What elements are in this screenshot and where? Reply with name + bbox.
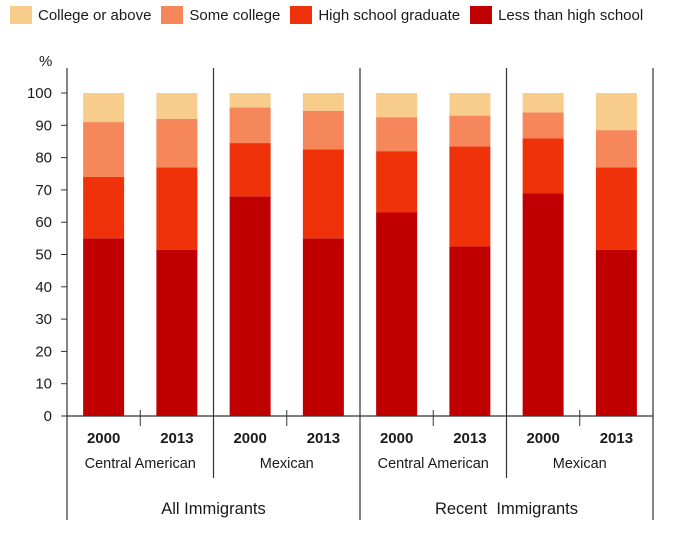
bar-segment <box>449 93 491 116</box>
bar-segment <box>83 238 125 416</box>
y-tick-label: 80 <box>35 150 52 167</box>
y-tick-label: 50 <box>35 247 52 264</box>
bar-segment <box>83 122 125 177</box>
bar-segment <box>229 107 271 144</box>
y-tick-label: 100 <box>27 85 52 102</box>
x-tick-label: 2013 <box>453 430 486 447</box>
bar-segment <box>595 167 637 250</box>
bar-segment <box>376 212 418 416</box>
subgroup-label: Mexican <box>553 456 607 472</box>
legend-swatch <box>290 6 313 24</box>
group-label: All Immigrants <box>161 500 266 518</box>
bar-segment <box>83 93 125 123</box>
bar-segment <box>156 249 198 416</box>
bar-segment <box>522 138 564 194</box>
y-tick-label: 70 <box>35 182 52 199</box>
bar-segment <box>522 193 564 416</box>
bar-segment <box>229 196 271 416</box>
legend-label: High school graduate <box>318 6 461 24</box>
bar-segment <box>229 93 271 108</box>
bar-segment <box>595 93 637 131</box>
bar-segment <box>449 246 491 416</box>
y-tick-label: 20 <box>35 343 52 360</box>
subgroup-label: Mexican <box>260 456 314 472</box>
bar-segment <box>376 151 418 213</box>
y-tick-label: 30 <box>35 311 52 328</box>
y-tick-label: 0 <box>44 408 52 425</box>
x-tick-label: 2013 <box>307 430 340 447</box>
bar-segment <box>302 149 344 239</box>
bar-segment <box>376 93 418 118</box>
legend-item: High school graduate <box>290 6 460 24</box>
y-tick-label: 40 <box>35 279 52 296</box>
bar-segment <box>522 112 564 139</box>
bar-segment <box>522 93 564 113</box>
y-tick-label: 90 <box>35 117 52 134</box>
x-tick-label: 2013 <box>160 430 193 447</box>
bar-segment <box>302 110 344 150</box>
x-tick-label: 2013 <box>600 430 633 447</box>
subgroup-label: Central American <box>378 456 489 472</box>
legend-swatch <box>470 6 493 24</box>
y-tick-label: 10 <box>35 376 52 393</box>
bar-segment <box>595 130 637 168</box>
bar-segment <box>156 118 198 168</box>
x-tick-label: 2000 <box>526 430 559 447</box>
bar-segment <box>595 249 637 416</box>
legend-label: College or above <box>38 6 152 24</box>
legend-label: Some college <box>189 6 281 24</box>
bar-segment <box>449 115 491 147</box>
x-tick-label: 2000 <box>87 430 120 447</box>
bar-segment <box>376 117 418 152</box>
legend-item: Less than high school <box>470 6 643 24</box>
bar-segment <box>156 167 198 250</box>
y-tick-label: 60 <box>35 214 52 231</box>
legend-swatch <box>161 6 184 24</box>
x-tick-label: 2000 <box>380 430 413 447</box>
x-tick-label: 2000 <box>233 430 266 447</box>
bar-segment <box>302 93 344 111</box>
bar-segment <box>302 238 344 416</box>
legend-label: Less than high school <box>498 6 644 24</box>
bar-segment <box>229 143 271 197</box>
y-axis-unit-label: % <box>39 53 52 70</box>
legend: College or above Some college High school … <box>10 6 653 24</box>
legend-item: College or above <box>10 6 151 24</box>
bar-segment <box>83 176 125 239</box>
subgroup-label: Central American <box>85 456 196 472</box>
legend-item: Some college <box>161 6 280 24</box>
bar-segment <box>156 93 198 119</box>
group-label: Recent Immigrants <box>435 500 578 518</box>
bar-segment <box>449 146 491 247</box>
legend-swatch <box>10 6 32 24</box>
